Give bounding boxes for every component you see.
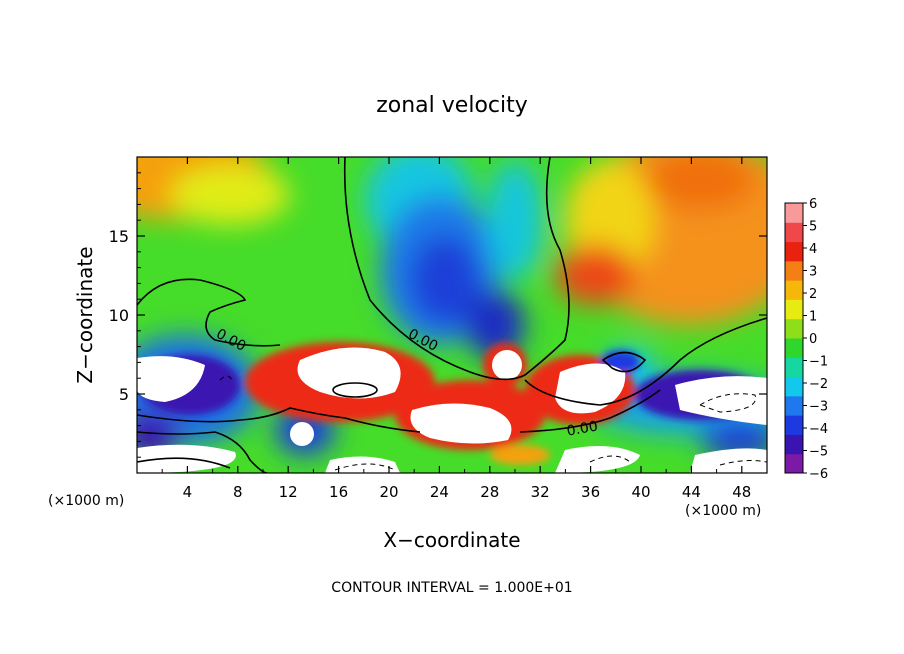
colorbar-tick-label: 2 — [809, 287, 817, 302]
y-axis: 5 10 15 — [109, 172, 767, 458]
colorbar-tick-label: 1 — [809, 310, 817, 325]
x-axis: 4 8 12 16 20 24 28 32 36 40 44 48 — [161, 157, 751, 501]
colorbar-swatch — [785, 280, 803, 300]
colorbar-swatch — [785, 222, 803, 243]
colorbar-swatch — [785, 260, 803, 281]
x-tick-label: 8 — [233, 483, 243, 501]
colorbar-tick-label: −1 — [809, 355, 828, 370]
heatmap-field — [137, 157, 767, 473]
x-tick-label: 40 — [631, 483, 650, 501]
colorbar-tick-label: −3 — [809, 400, 828, 415]
colorbar-swatch — [785, 376, 803, 397]
x-axis-label: X−coordinate — [383, 528, 520, 552]
colorbar-tick-label: 0 — [809, 332, 817, 347]
y-tick-label: 5 — [119, 385, 129, 404]
colorbar: 6 5 4 3 2 1 0 −1 −2 −3 −4 −5 −6 — [784, 197, 828, 482]
x-tick-label: 44 — [682, 483, 701, 501]
colorbar-tick-label: −2 — [809, 377, 828, 392]
x-tick-label: 4 — [183, 483, 193, 501]
colorbar-swatch — [785, 299, 803, 320]
x-tick-label: 16 — [329, 483, 348, 501]
chart-title: zonal velocity — [376, 93, 528, 118]
x-tick-label: 12 — [279, 483, 298, 501]
x-tick-label: 20 — [379, 483, 398, 501]
colorbar-tick-label: 4 — [809, 242, 817, 257]
colorbar-swatch — [785, 453, 803, 474]
x-tick-label: 48 — [732, 483, 751, 501]
y-tick-label: 15 — [109, 227, 129, 246]
x-tick-label: 28 — [480, 483, 499, 501]
colorbar-tick-label: 6 — [809, 197, 817, 212]
contour-interval-note: CONTOUR INTERVAL = 1.000E+01 — [331, 580, 572, 596]
colorbar-swatch — [785, 357, 803, 378]
colorbar-swatch — [785, 395, 803, 416]
colorbar-tick-label: −4 — [809, 422, 828, 437]
y-tick-label: 10 — [109, 306, 129, 325]
x-unit-left: (×1000 m) — [48, 493, 124, 509]
x-tick-label: 24 — [430, 483, 449, 501]
y-axis-label: Z−coordinate — [73, 246, 97, 383]
x-tick-label: 32 — [531, 483, 550, 501]
colorbar-tick-label: −5 — [809, 445, 828, 460]
colorbar-swatch — [785, 338, 803, 358]
colorbar-swatch — [785, 434, 803, 455]
colorbar-swatch — [785, 318, 803, 339]
colorbar-tick-label: −6 — [809, 467, 828, 482]
colorbar-swatch — [785, 415, 803, 435]
colorbar-tick-label: 3 — [809, 265, 817, 280]
dashed-contours — [219, 375, 767, 471]
colorbar-swatch — [785, 241, 803, 262]
x-unit-right: (×1000 m) — [685, 503, 761, 519]
x-tick-label: 36 — [581, 483, 600, 501]
colorbar-tick-label: 5 — [809, 220, 817, 235]
contour-lines — [137, 157, 767, 473]
contour-label: 0.00 — [566, 418, 599, 439]
colorbar-swatch — [785, 203, 803, 223]
